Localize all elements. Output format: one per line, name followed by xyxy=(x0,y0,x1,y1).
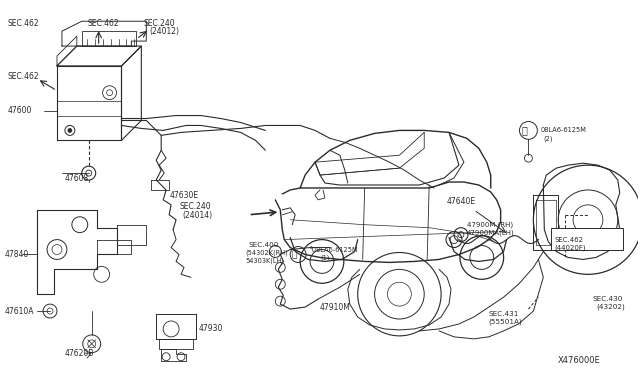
Text: (1): (1) xyxy=(320,254,330,261)
Text: (2): (2) xyxy=(543,135,553,142)
Text: 47610A: 47610A xyxy=(4,307,34,315)
Bar xyxy=(551,228,623,250)
Text: SEC.462: SEC.462 xyxy=(7,72,39,81)
Text: 47630E: 47630E xyxy=(169,192,198,201)
Text: SEC.240: SEC.240 xyxy=(143,19,175,28)
Text: SEC.240: SEC.240 xyxy=(179,202,211,211)
Text: 47640E: 47640E xyxy=(447,198,476,206)
Text: 47930: 47930 xyxy=(199,324,223,333)
Text: 47900MA(LH): 47900MA(LH) xyxy=(467,230,515,236)
Text: SEC.462: SEC.462 xyxy=(88,19,120,28)
Text: (43202): (43202) xyxy=(596,304,625,310)
Text: (55501A): (55501A) xyxy=(489,319,522,325)
Text: SEC.462: SEC.462 xyxy=(7,19,39,28)
Text: (44020F): (44020F) xyxy=(554,244,586,251)
Text: SEC.431: SEC.431 xyxy=(489,311,519,317)
Text: 54303K(LH): 54303K(LH) xyxy=(246,257,285,264)
Circle shape xyxy=(68,128,72,132)
Text: SEC.430: SEC.430 xyxy=(593,296,623,302)
Text: X476000E: X476000E xyxy=(558,356,601,365)
Text: (24012): (24012) xyxy=(149,27,179,36)
Text: 47600: 47600 xyxy=(7,106,32,115)
Text: SEC.400: SEC.400 xyxy=(248,241,279,247)
Text: 47608: 47608 xyxy=(65,174,89,183)
Text: Ⓑ: Ⓑ xyxy=(522,125,527,135)
Text: 47620B: 47620B xyxy=(65,349,94,358)
Text: (24014): (24014) xyxy=(182,211,212,220)
Text: Ⓑ: Ⓑ xyxy=(291,250,297,259)
Text: ²08LA6-6125M: ²08LA6-6125M xyxy=(310,247,358,253)
Text: 47840: 47840 xyxy=(4,250,29,259)
Text: (54302K(RH): (54302K(RH) xyxy=(246,249,288,256)
Text: 47910M: 47910M xyxy=(320,302,351,312)
Text: 47900M (RH): 47900M (RH) xyxy=(467,221,513,228)
Text: 08LA6-6125M: 08LA6-6125M xyxy=(540,128,586,134)
Text: SEC.462: SEC.462 xyxy=(554,237,583,243)
